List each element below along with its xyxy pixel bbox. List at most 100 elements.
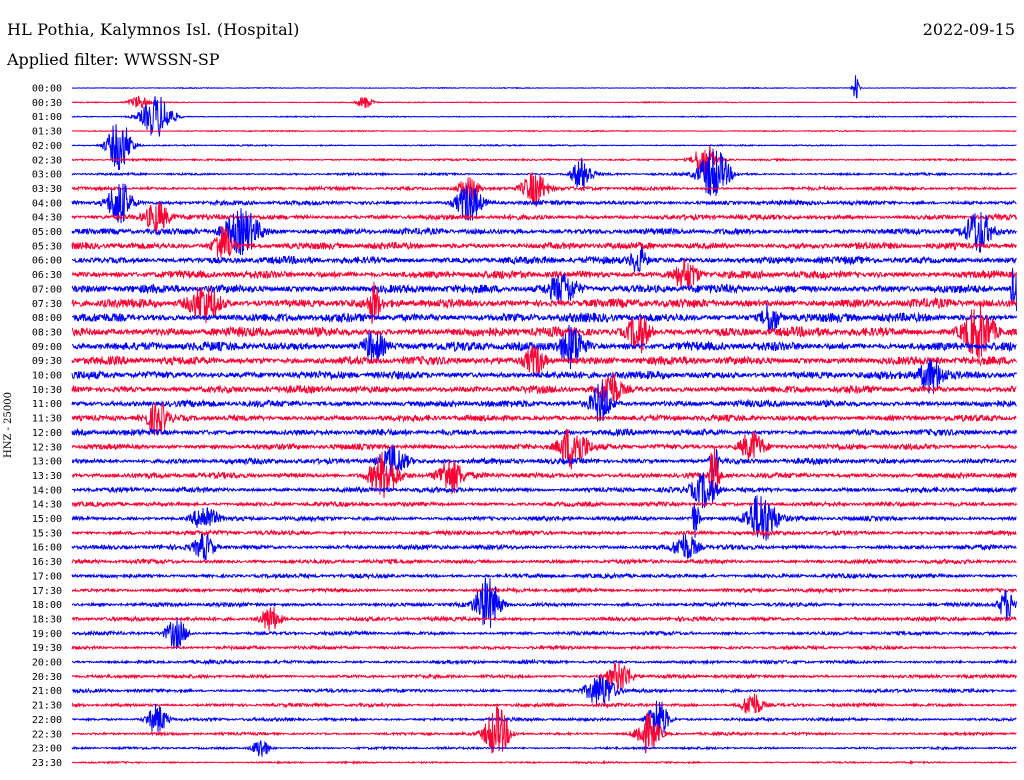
seismic-trace <box>71 495 1017 541</box>
seismic-trace <box>71 571 1017 580</box>
time-tick-label: 12:30 <box>32 442 62 453</box>
time-tick-label: 09:00 <box>32 342 62 353</box>
time-tick-label: 06:00 <box>32 256 62 267</box>
time-tick-label: 21:30 <box>32 701 62 712</box>
time-tick-label: 19:30 <box>32 643 62 654</box>
time-tick-label: 09:30 <box>32 356 62 367</box>
time-tick-label: 20:30 <box>32 672 62 683</box>
time-tick-label: 04:30 <box>32 213 62 224</box>
seismic-trace <box>71 146 1017 177</box>
seismic-trace <box>71 447 1017 499</box>
station-title: HL Pothia, Kalymnos Isl. (Hospital) <box>7 20 300 39</box>
seismic-trace <box>71 759 1017 766</box>
filter-label: Applied filter: WWSSN-SP <box>7 50 220 69</box>
seismic-trace <box>72 303 1017 332</box>
time-tick-label: 15:00 <box>32 514 62 525</box>
time-tick-label: 05:30 <box>32 241 62 252</box>
seismic-trace <box>71 557 1017 566</box>
seismic-trace <box>71 528 1017 538</box>
time-tick-label: 17:00 <box>32 571 62 582</box>
seismic-trace <box>71 644 1017 652</box>
time-tick-label: 23:30 <box>32 758 62 769</box>
time-tick-label: 10:00 <box>32 371 62 382</box>
time-tick-label: 16:00 <box>32 543 62 554</box>
time-tick-label: 18:30 <box>32 614 62 625</box>
time-tick-label: 21:00 <box>32 686 62 697</box>
seismic-trace <box>71 607 1017 631</box>
seismic-trace <box>71 304 1017 362</box>
seismic-trace <box>71 372 1017 403</box>
seismic-trace <box>71 662 1017 691</box>
seismic-trace <box>71 208 1017 256</box>
time-tick-label: 03:30 <box>32 184 62 195</box>
seismic-trace <box>71 324 1017 370</box>
seismic-trace <box>71 428 1017 470</box>
seismic-trace <box>71 739 1017 757</box>
seismic-trace <box>71 345 1017 378</box>
time-tick-label: 08:00 <box>32 313 62 324</box>
trace-group <box>71 75 1017 766</box>
seismic-trace <box>71 281 1017 324</box>
time-tick-label: 10:30 <box>32 385 62 396</box>
seismic-trace <box>71 533 1017 561</box>
time-tick-label: 12:00 <box>32 428 62 439</box>
time-tick-label: 02:30 <box>32 155 62 166</box>
seismic-trace <box>71 268 1017 312</box>
time-tick-label: 04:00 <box>32 198 62 209</box>
time-tick-label: 15:30 <box>32 528 62 539</box>
seismic-trace <box>71 95 1017 109</box>
seismic-trace <box>71 658 1017 666</box>
time-tick-label: 01:30 <box>32 127 62 138</box>
seismic-trace <box>71 358 1017 394</box>
time-tick-label: 07:30 <box>32 299 62 310</box>
time-tick-label: 00:00 <box>32 84 62 95</box>
seismic-trace <box>71 705 1017 754</box>
seismic-trace <box>71 402 1017 435</box>
seismic-trace <box>71 183 1017 224</box>
time-tick-label: 06:30 <box>32 270 62 281</box>
time-tick-label: 03:00 <box>32 170 62 181</box>
seismic-trace <box>71 693 1017 714</box>
time-tick-labels: 00:00 00:30 01:00 01:30 02:00 02:30 03:00 03:30… <box>32 84 62 769</box>
seismic-trace <box>71 700 1017 741</box>
time-tick-label: 05:00 <box>32 227 62 238</box>
time-tick-label: 07:00 <box>32 284 62 295</box>
seismic-trace <box>71 586 1017 595</box>
seismic-trace <box>71 257 1017 290</box>
seismic-trace <box>71 172 1017 207</box>
seismic-trace <box>71 148 1017 197</box>
date-label: 2022-09-15 <box>922 20 1015 39</box>
seismic-trace <box>71 124 1017 170</box>
seismic-trace <box>71 383 1017 422</box>
time-tick-label: 13:30 <box>32 471 62 482</box>
time-tick-label: 14:00 <box>32 485 62 496</box>
time-tick-label: 22:00 <box>32 715 62 726</box>
time-tick-label: 23:00 <box>32 744 62 755</box>
time-tick-label: 11:30 <box>32 414 62 425</box>
seismic-trace <box>71 500 1017 509</box>
time-tick-label: 13:00 <box>32 457 62 468</box>
time-tick-label: 11:00 <box>32 399 62 410</box>
seismic-trace <box>71 226 1017 258</box>
seismic-trace <box>71 577 1017 628</box>
seismic-trace <box>71 96 1017 137</box>
time-tick-label: 22:30 <box>32 729 62 740</box>
time-tick-label: 14:30 <box>32 500 62 511</box>
seismic-trace <box>71 675 1017 707</box>
seismic-trace <box>71 472 1017 509</box>
time-tick-label: 02:00 <box>32 141 62 152</box>
seismic-trace <box>71 444 1017 479</box>
seismic-trace <box>71 75 1017 99</box>
time-tick-label: 08:30 <box>32 327 62 338</box>
seismic-trace <box>71 202 1017 233</box>
time-tick-label: 01:00 <box>32 112 62 123</box>
time-tick-label: 17:30 <box>32 586 62 597</box>
seismic-trace <box>71 427 1017 438</box>
time-tick-label: 16:30 <box>32 557 62 568</box>
time-tick-label: 19:00 <box>32 629 62 640</box>
seismic-trace <box>72 129 1017 133</box>
seismic-trace <box>71 246 1017 273</box>
time-tick-label: 18:00 <box>32 600 62 611</box>
seismic-trace <box>71 617 1017 650</box>
